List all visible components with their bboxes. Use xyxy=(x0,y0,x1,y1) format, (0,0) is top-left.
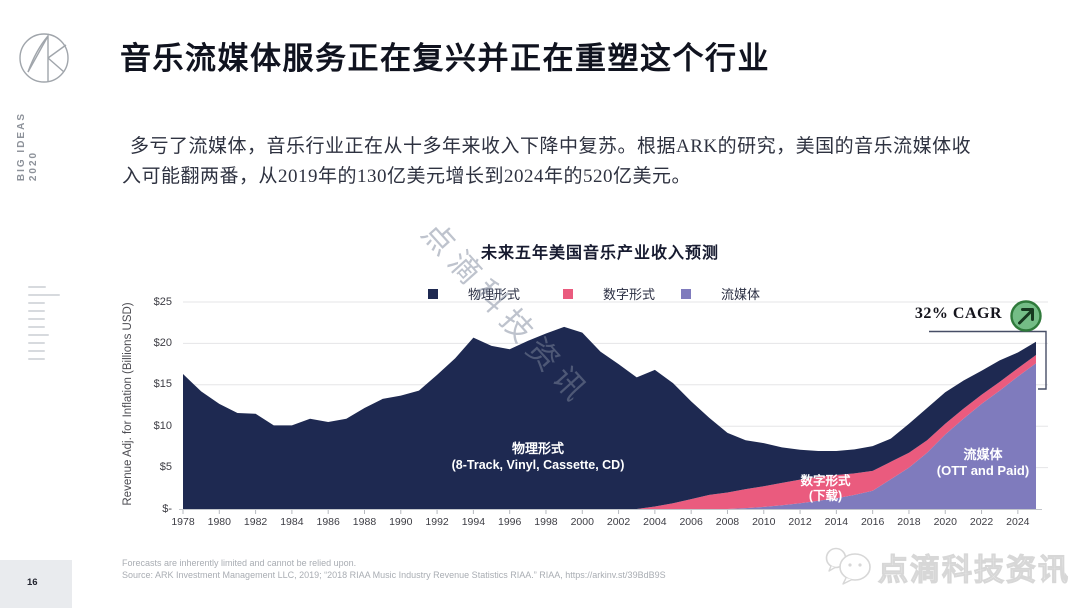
decorative-dash xyxy=(28,310,45,312)
physical-area-label-line1: 物理形式 xyxy=(511,441,564,456)
physical-area-label: 物理形式 (8-Track, Vinyl, Cassette, CD) xyxy=(388,441,688,473)
footer-line-1: Forecasts are inherently limited and can… xyxy=(122,558,357,568)
y-tick-label: $25 xyxy=(153,295,172,308)
x-tick-label: 1980 xyxy=(207,516,231,528)
physical-area-label-line2: (8-Track, Vinyl, Cassette, CD) xyxy=(451,458,625,472)
y-axis-title: Revenue Adj. for Inflation (Billions USD… xyxy=(122,302,134,506)
page-title: 音乐流媒体服务正在复兴并正在重塑这个行业 xyxy=(120,41,770,76)
digital-area-label: 数字形式 (下载) xyxy=(743,474,908,504)
y-tick-label: $5 xyxy=(159,461,172,474)
x-tick-label: 1990 xyxy=(389,516,413,528)
page-number-box xyxy=(0,560,72,608)
x-tick-label: 1996 xyxy=(497,516,522,528)
x-tick-label: 2010 xyxy=(752,516,776,528)
area-流媒体 xyxy=(183,363,1036,509)
x-tick-label: 1988 xyxy=(352,516,377,528)
intro-line-2: 入可能翻两番，从2019年的130亿美元增长到2024年的520亿美元。 xyxy=(122,166,692,187)
legend-label: 数字形式 xyxy=(603,287,656,302)
x-tick-label: 2002 xyxy=(606,516,631,528)
intro-line-1: 多亏了流媒体，音乐行业正在从十多年来收入下降中复苏。根据ARK的研究，美国的音乐… xyxy=(130,136,972,157)
legend-label: 物理形式 xyxy=(468,287,521,302)
x-tick-label: 2022 xyxy=(969,516,994,528)
footer-disclaimer: Forecasts are inherently limited and can… xyxy=(122,558,666,581)
decorative-dash xyxy=(28,302,45,304)
y-tick-label: $15 xyxy=(153,378,172,391)
decorative-dash xyxy=(28,318,45,320)
y-tick-label: $- xyxy=(162,502,172,515)
decorative-dash-list xyxy=(28,286,60,366)
streaming-area-label-line1: 流媒体 xyxy=(963,447,1003,462)
decorative-dash xyxy=(28,350,45,352)
x-tick-label: 1978 xyxy=(171,516,195,528)
decorative-dash xyxy=(28,326,45,328)
x-tick-label: 2024 xyxy=(1006,516,1030,528)
watermark-logo-text: 点滴科技资讯 xyxy=(878,554,1070,588)
chart-title: 未来五年美国音乐产业收入预测 xyxy=(480,245,719,262)
x-tick-label: 2012 xyxy=(788,516,812,528)
legend-label: 流媒体 xyxy=(721,287,761,302)
legend-swatch xyxy=(563,288,573,299)
legend-swatch xyxy=(428,288,438,299)
area-数字形式 xyxy=(183,354,1036,509)
page-number: 16 xyxy=(27,577,38,588)
legend-swatch xyxy=(681,288,691,299)
legend-item-流媒体: 流媒体 xyxy=(681,284,760,303)
brand-vertical-label: BIG IDEAS 2020 xyxy=(16,112,39,182)
x-tick-label: 1984 xyxy=(280,516,304,528)
x-tick-label: 1986 xyxy=(316,516,340,528)
x-tick-label: 2016 xyxy=(860,516,885,528)
intro-paragraph: 多亏了流媒体，音乐行业正在从十多年来收入下降中复苏。根据ARK的研究，美国的音乐… xyxy=(122,132,1010,192)
x-tick-label: 2014 xyxy=(824,516,849,528)
x-tick-label: 2004 xyxy=(643,516,667,528)
x-tick-label: 2008 xyxy=(715,516,740,528)
x-tick-label: 2006 xyxy=(679,516,703,528)
digital-area-label-line1: 数字形式 xyxy=(800,474,851,488)
chat-bubbles-icon xyxy=(825,547,871,585)
decorative-dash xyxy=(28,358,45,360)
x-tick-label: 1994 xyxy=(461,516,486,528)
streaming-area-label: 流媒体 (OTT and Paid) xyxy=(883,447,1080,479)
decorative-dash xyxy=(28,334,49,336)
digital-area-label-line2: (下载) xyxy=(808,489,843,503)
watermark-logo: 点滴科技资讯 xyxy=(822,545,1070,589)
ark-logo-icon xyxy=(19,33,69,83)
cagr-label: 32% CAGR xyxy=(914,305,1002,322)
x-tick-label: 1992 xyxy=(425,516,449,528)
growth-arrow-icon xyxy=(1010,300,1042,332)
decorative-dash xyxy=(28,342,45,344)
x-tick-label: 2000 xyxy=(570,516,594,528)
area-物理形式 xyxy=(183,326,1036,509)
cagr-bracket xyxy=(929,330,1047,390)
footer-line-2: Source: ARK Investment Management LLC, 2… xyxy=(122,569,666,580)
x-tick-label: 2018 xyxy=(897,516,921,528)
x-tick-label: 1998 xyxy=(534,516,558,528)
y-tick-label: $10 xyxy=(153,419,172,432)
x-tick-label: 1982 xyxy=(243,516,268,528)
decorative-dash xyxy=(28,294,60,296)
decorative-dash xyxy=(28,286,46,288)
legend-item-物理形式: 物理形式 xyxy=(428,284,520,303)
legend-item-数字形式: 数字形式 xyxy=(563,284,655,303)
streaming-area-label-line2: (OTT and Paid) xyxy=(936,463,1030,478)
y-tick-label: $20 xyxy=(153,336,172,349)
x-tick-label: 2020 xyxy=(933,516,957,528)
